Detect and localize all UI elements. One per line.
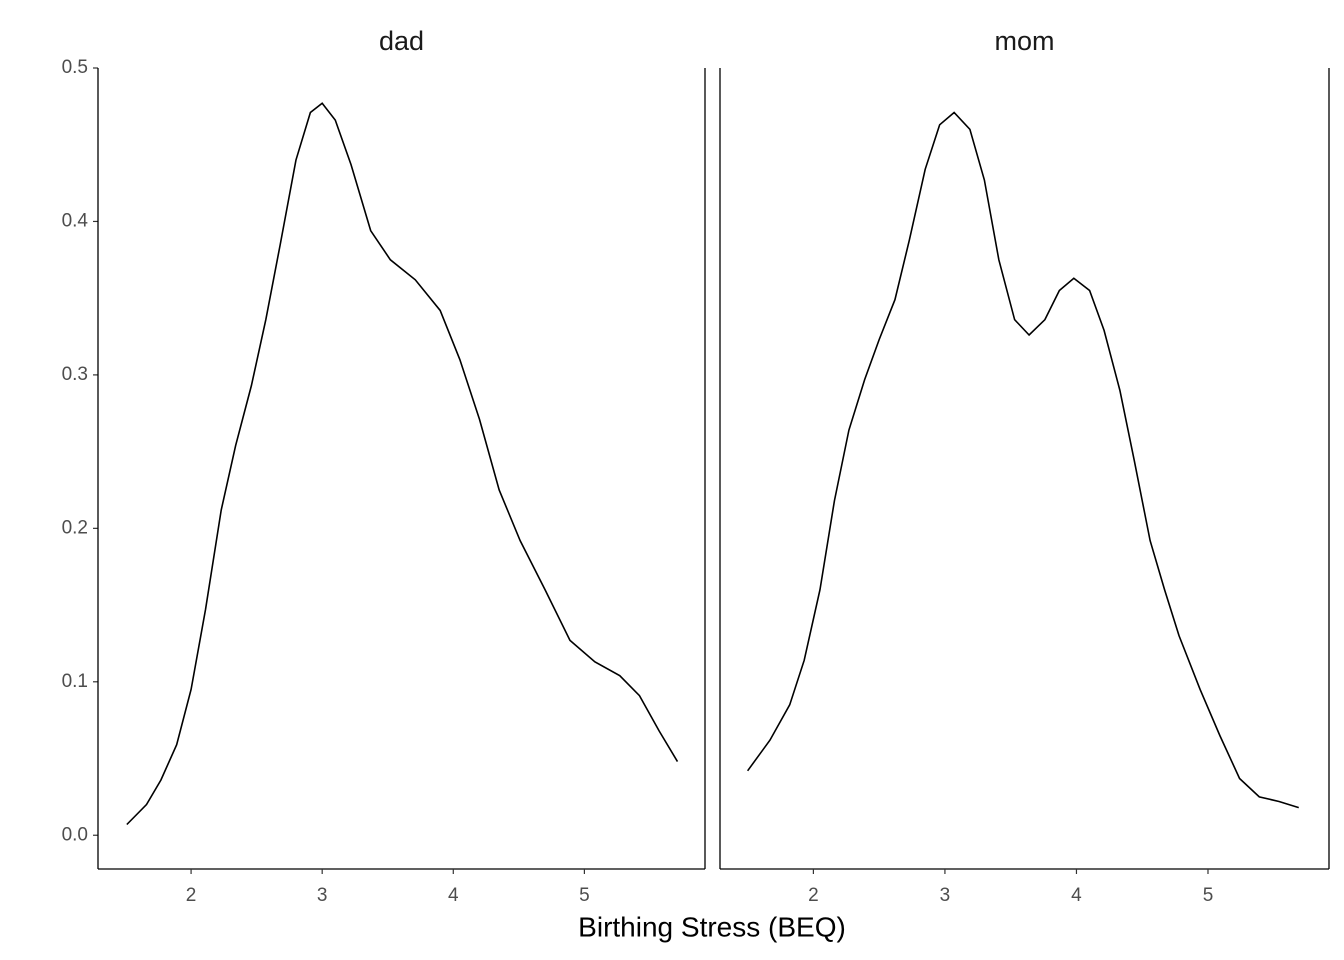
density-line xyxy=(126,102,679,826)
x-tick-label: 3 xyxy=(317,885,328,906)
x-tick-label: 4 xyxy=(1071,885,1082,906)
x-tick-label: 2 xyxy=(808,885,819,906)
y-tick-label: 0.4 xyxy=(62,210,89,231)
x-tick-label: 3 xyxy=(940,885,951,906)
x-tick-label: 5 xyxy=(579,885,590,906)
y-tick-label: 0.1 xyxy=(62,671,88,692)
x-tick-label: 5 xyxy=(1203,885,1214,906)
facet-title: dad xyxy=(379,26,424,56)
facet-title: mom xyxy=(995,26,1055,56)
y-tick-label: 0.0 xyxy=(62,824,88,845)
y-tick-label: 0.5 xyxy=(62,57,88,78)
density-line xyxy=(746,111,1299,809)
x-axis-title: Birthing Stress (BEQ) xyxy=(578,911,846,942)
y-tick-label: 0.3 xyxy=(62,364,88,385)
x-tick-label: 2 xyxy=(186,885,197,906)
x-tick-label: 4 xyxy=(448,885,459,906)
y-tick-label: 0.2 xyxy=(62,517,88,538)
